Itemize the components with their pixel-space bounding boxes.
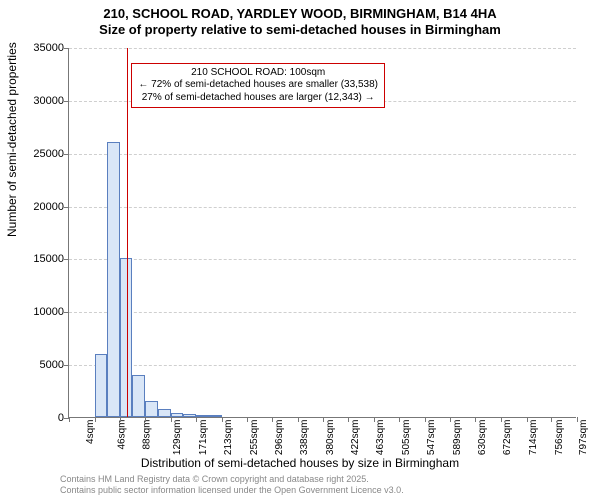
ytick-mark (64, 365, 69, 366)
histogram-bar (209, 415, 222, 417)
ytick-mark (64, 154, 69, 155)
ytick-label: 25000 (24, 148, 64, 160)
chart-title-line1: 210, SCHOOL ROAD, YARDLEY WOOD, BIRMINGH… (0, 6, 600, 22)
gridline-h (69, 48, 576, 49)
ytick-label: 10000 (24, 306, 64, 318)
xtick-label: 255sqm (249, 420, 260, 456)
histogram-bar (196, 415, 209, 417)
xtick-label: 505sqm (401, 420, 412, 456)
annotation-line1: 210 SCHOOL ROAD: 100sqm (138, 67, 378, 80)
plot-area: 4sqm46sqm88sqm129sqm171sqm213sqm255sqm29… (68, 48, 576, 418)
xtick-label: 630sqm (477, 420, 488, 456)
histogram-bar (120, 258, 132, 417)
xtick-label: 380sqm (325, 420, 336, 456)
xtick-mark (95, 417, 96, 422)
gridline-h (69, 312, 576, 313)
chart-title-block: 210, SCHOOL ROAD, YARDLEY WOOD, BIRMINGH… (0, 0, 600, 39)
xtick-label: 797sqm (579, 420, 590, 456)
xtick-mark (527, 417, 528, 422)
xtick-mark (120, 417, 121, 422)
xtick-mark (450, 417, 451, 422)
xtick-label: 296sqm (274, 420, 285, 456)
xtick-mark (475, 417, 476, 422)
ytick-label: 30000 (24, 95, 64, 107)
marker-line (127, 48, 128, 417)
ytick-mark (64, 101, 69, 102)
y-axis-title: Number of semi-detached properties (5, 42, 19, 237)
attribution-block: Contains HM Land Registry data © Crown c… (60, 474, 404, 496)
annotation-line3: 27% of semi-detached houses are larger (… (138, 92, 378, 105)
xtick-mark (399, 417, 400, 422)
histogram-bar (145, 401, 158, 417)
ytick-mark (64, 259, 69, 260)
histogram-bar (132, 375, 145, 417)
xtick-label: 756sqm (554, 420, 565, 456)
histogram-bar (171, 413, 184, 417)
xtick-label: 422sqm (350, 420, 361, 456)
xtick-label: 171sqm (198, 420, 209, 456)
histogram-bar (95, 354, 108, 417)
xtick-label: 129sqm (172, 420, 183, 456)
histogram-bar (158, 409, 171, 417)
annotation-line2: ← 72% of semi-detached houses are smalle… (138, 79, 378, 92)
xtick-mark (348, 417, 349, 422)
gridline-h (69, 207, 576, 208)
histogram-bar (183, 414, 196, 417)
xtick-mark (298, 417, 299, 422)
ytick-label: 20000 (24, 201, 64, 213)
xtick-mark (577, 417, 578, 422)
attribution-line1: Contains HM Land Registry data © Crown c… (60, 474, 404, 485)
ytick-label: 0 (24, 412, 64, 424)
xtick-mark (425, 417, 426, 422)
ytick-label: 35000 (24, 42, 64, 54)
gridline-h (69, 154, 576, 155)
xtick-mark (323, 417, 324, 422)
xtick-mark (374, 417, 375, 422)
xtick-mark (69, 417, 70, 422)
xtick-mark (222, 417, 223, 422)
xtick-mark (501, 417, 502, 422)
xtick-mark (171, 417, 172, 422)
xtick-label: 463sqm (375, 420, 386, 456)
xtick-label: 338sqm (299, 420, 310, 456)
xtick-mark (145, 417, 146, 422)
gridline-h (69, 365, 576, 366)
ytick-label: 15000 (24, 253, 64, 265)
ytick-mark (64, 48, 69, 49)
xtick-mark (196, 417, 197, 422)
xtick-label: 46sqm (116, 420, 127, 450)
ytick-mark (64, 312, 69, 313)
xtick-label: 672sqm (502, 420, 513, 456)
xtick-label: 589sqm (452, 420, 463, 456)
ytick-mark (64, 207, 69, 208)
x-axis-title: Distribution of semi-detached houses by … (0, 456, 600, 470)
xtick-label: 547sqm (426, 420, 437, 456)
gridline-h (69, 259, 576, 260)
ytick-label: 5000 (24, 359, 64, 371)
xtick-label: 213sqm (223, 420, 234, 456)
chart-title-line2: Size of property relative to semi-detach… (0, 22, 600, 38)
attribution-line2: Contains public sector information licen… (60, 485, 404, 496)
xtick-label: 714sqm (528, 420, 539, 456)
xtick-mark (272, 417, 273, 422)
histogram-bar (107, 142, 120, 417)
chart-container: 210, SCHOOL ROAD, YARDLEY WOOD, BIRMINGH… (0, 0, 600, 500)
xtick-label: 88sqm (142, 420, 153, 450)
xtick-mark (247, 417, 248, 422)
xtick-mark (551, 417, 552, 422)
annotation-box: 210 SCHOOL ROAD: 100sqm← 72% of semi-det… (131, 63, 385, 109)
xtick-label: 4sqm (85, 420, 96, 444)
